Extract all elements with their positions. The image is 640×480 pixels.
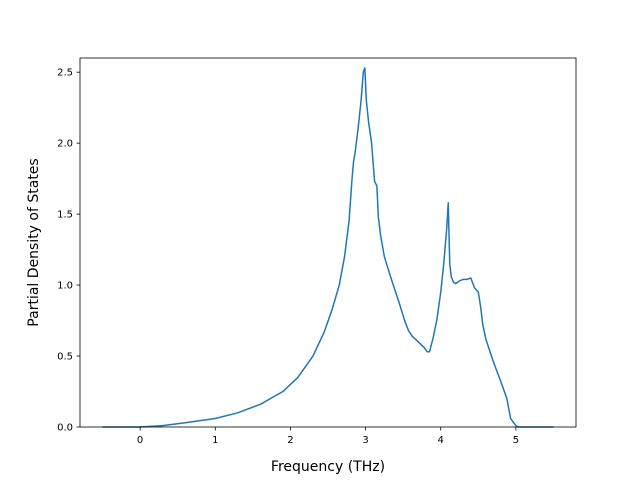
y-tick-label: 0.0 bbox=[57, 423, 73, 434]
series-line-0 bbox=[102, 67, 554, 428]
x-tick-label: 5 bbox=[513, 435, 519, 446]
x-tick-label: 3 bbox=[362, 435, 368, 446]
x-axis: 0 1 2 3 4 5 bbox=[137, 427, 519, 446]
x-tick-label: 1 bbox=[212, 435, 218, 446]
plot-frame bbox=[79, 57, 577, 428]
y-tick-label: 2.0 bbox=[57, 139, 73, 150]
y-tick-label: 1.0 bbox=[57, 281, 73, 292]
y-tick-label: 2.5 bbox=[57, 68, 73, 79]
plot-layer bbox=[102, 67, 554, 428]
x-tick-label: 0 bbox=[137, 435, 143, 446]
y-axis: 0.0 0.5 1.0 1.5 2.0 2.5 bbox=[57, 68, 80, 434]
y-axis-label: Partial Density of States bbox=[26, 158, 42, 326]
y-tick-label: 0.5 bbox=[57, 352, 73, 363]
x-axis-label: Frequency (THz) bbox=[271, 459, 385, 475]
y-tick-label: 1.5 bbox=[57, 210, 73, 221]
x-tick-label: 4 bbox=[438, 435, 444, 446]
x-tick-label: 2 bbox=[287, 435, 293, 446]
